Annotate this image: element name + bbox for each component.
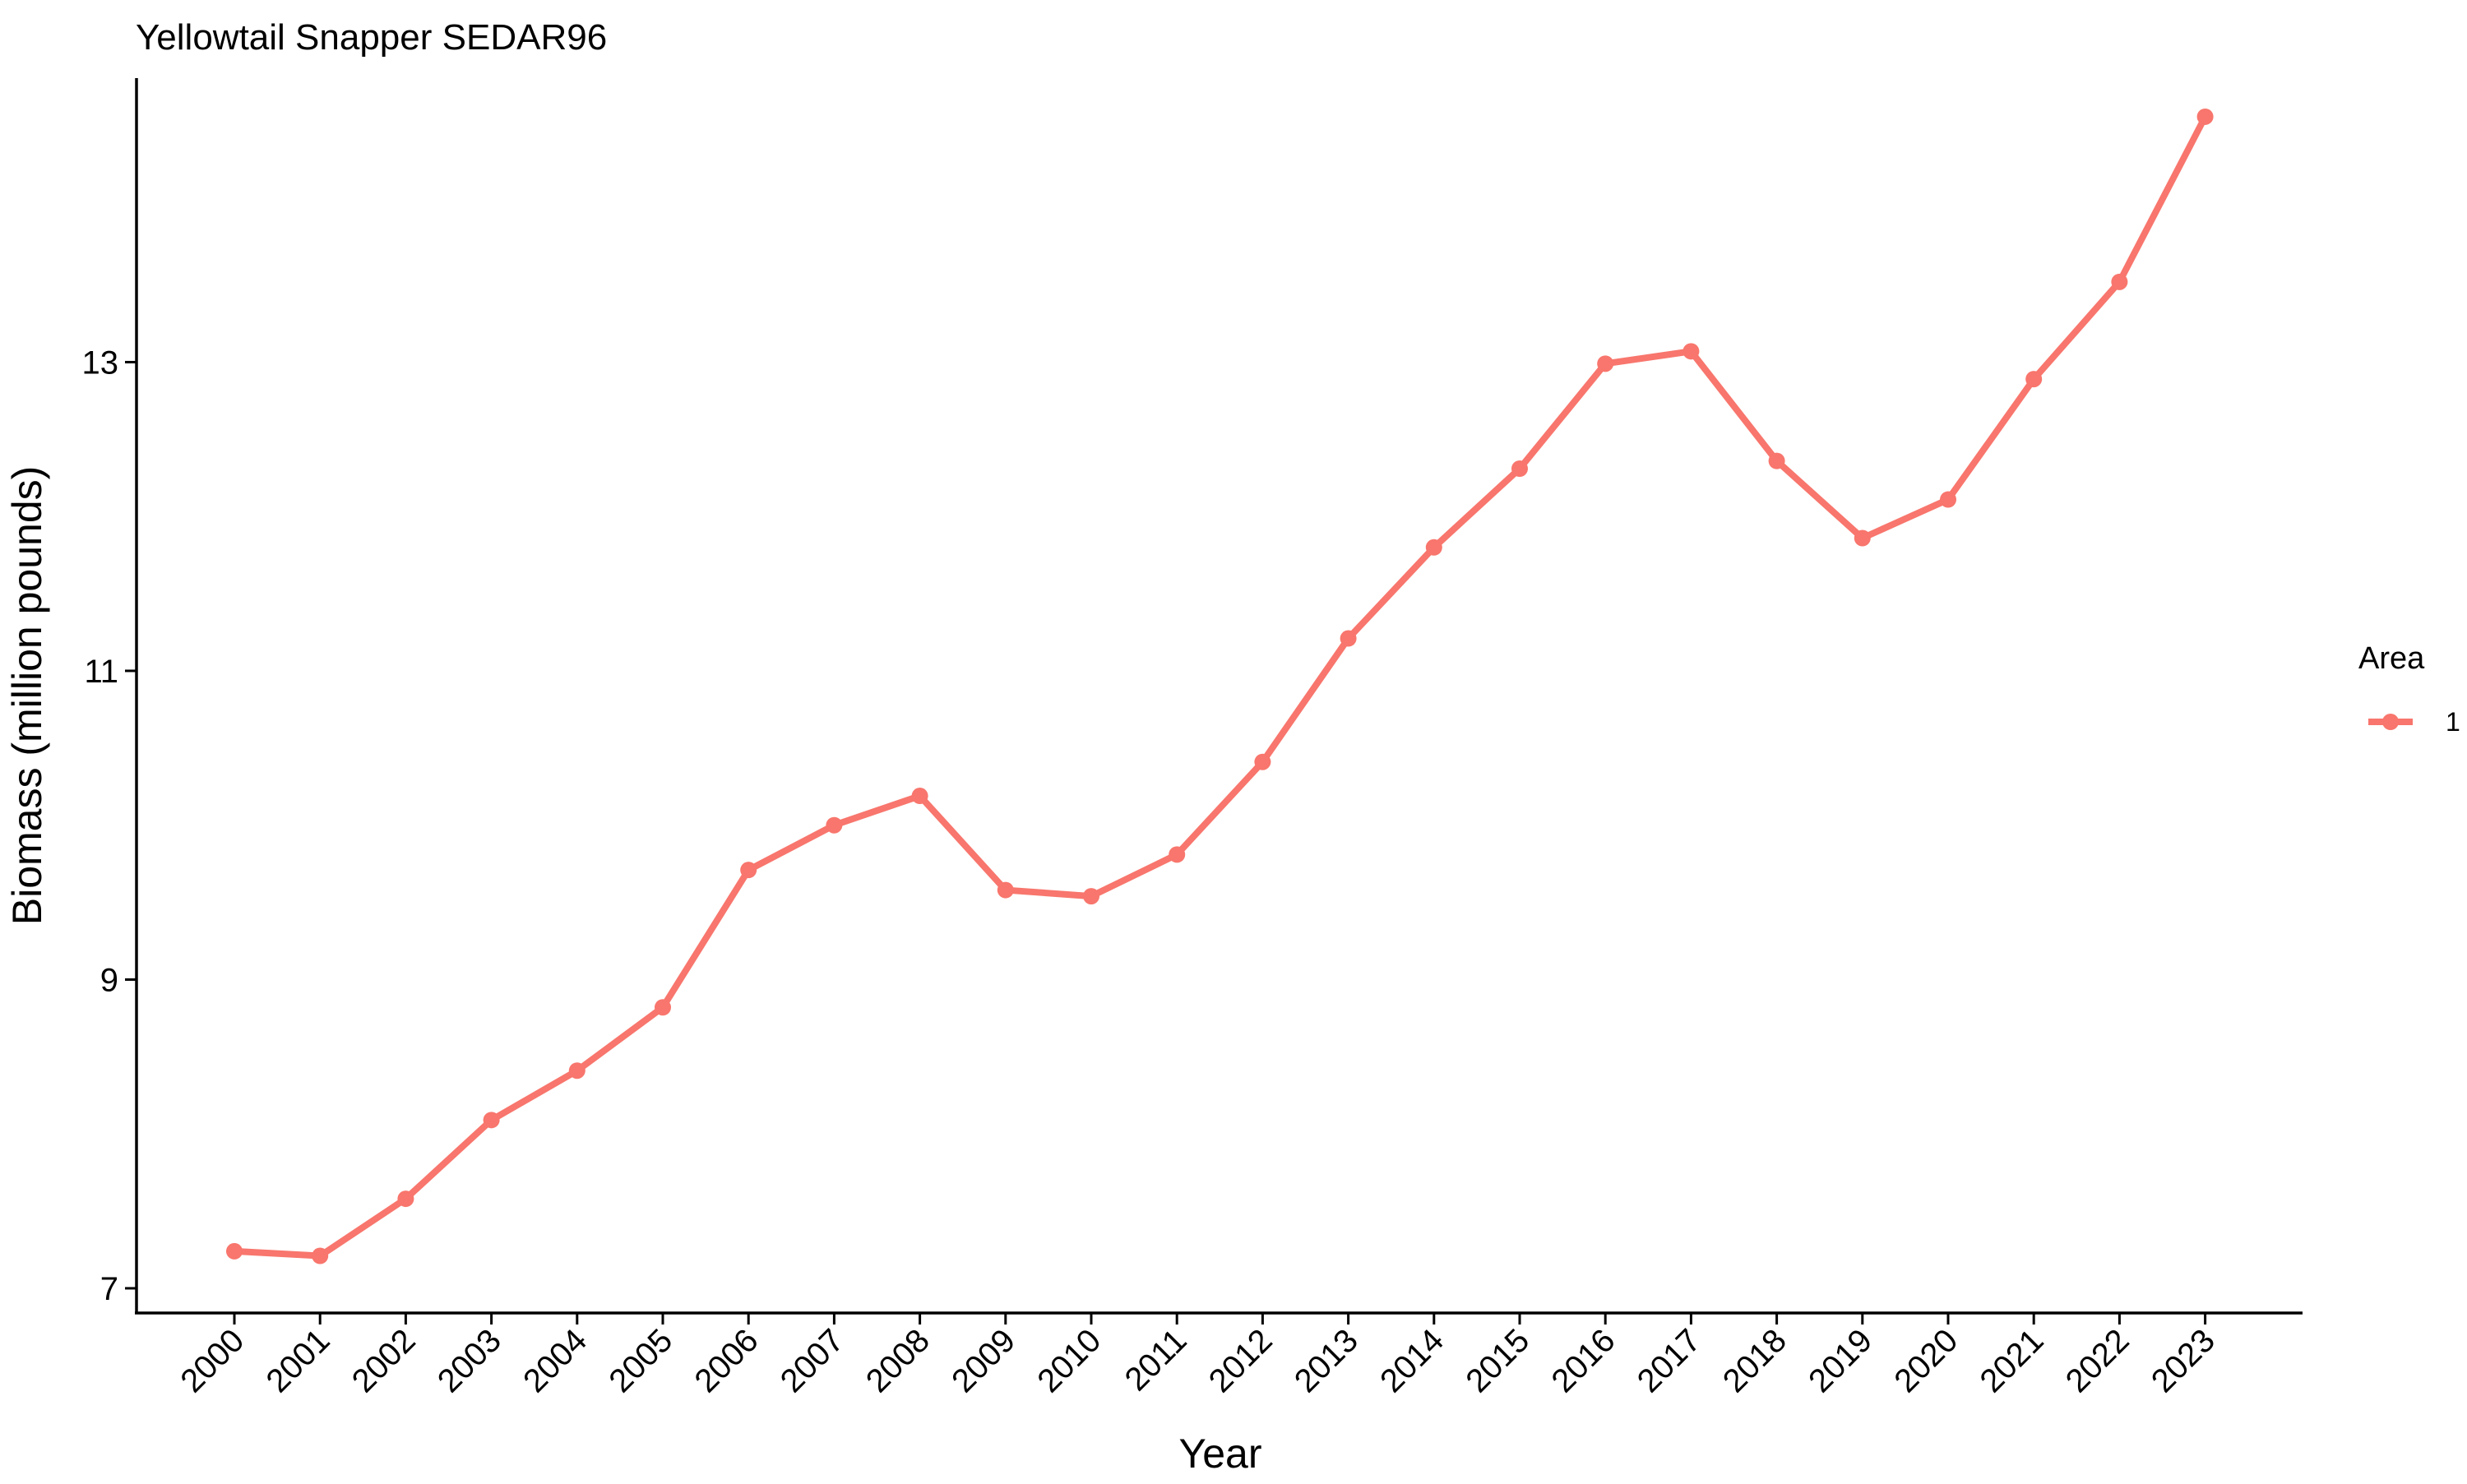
data-point — [740, 862, 757, 879]
series-line — [231, 113, 2209, 1260]
x-tick-label: 2011 — [1118, 1322, 1194, 1398]
data-point — [826, 816, 843, 834]
x-tick-label: 2004 — [516, 1322, 594, 1399]
series-layer — [226, 108, 2214, 1264]
data-point — [1340, 630, 1357, 647]
data-point — [655, 999, 671, 1016]
x-tick-label: 2017 — [1631, 1322, 1708, 1399]
x-tick-label: 2014 — [1373, 1322, 1451, 1399]
data-point — [911, 788, 928, 805]
x-tick-label: 2003 — [431, 1322, 508, 1399]
x-tick-label: 2019 — [1802, 1322, 1879, 1399]
legend-label: 1 — [2446, 707, 2460, 737]
legend-title: Area — [2358, 641, 2425, 676]
data-point — [1511, 460, 1528, 478]
x-tick-label: 2021 — [1974, 1322, 2051, 1399]
x-tick-label: 2000 — [174, 1322, 251, 1399]
legend-key-point — [2382, 714, 2399, 730]
x-tick-label: 2020 — [1887, 1322, 1965, 1399]
x-tick-label: 2022 — [2059, 1322, 2136, 1399]
x-axis-ticks: 2000 2001 2002 2003 2004 2005 2006 2007 2008 2009… — [174, 1313, 2222, 1399]
x-tick-label: 2012 — [1202, 1322, 1280, 1399]
x-tick-label: 2002 — [345, 1322, 423, 1399]
data-point — [1854, 529, 1871, 547]
data-point — [997, 881, 1014, 899]
y-tick-label: 13 — [82, 344, 119, 381]
legend-items: 1 — [2368, 707, 2460, 737]
x-tick-label: 2010 — [1030, 1322, 1108, 1399]
y-axis-ticks: 7 9 11 13 — [82, 344, 137, 1307]
x-tick-label: 2015 — [1459, 1322, 1536, 1399]
data-point — [1682, 343, 1700, 360]
data-point — [1083, 888, 1099, 905]
data-point — [226, 1242, 243, 1260]
x-tick-label: 2006 — [688, 1322, 766, 1399]
data-point — [312, 1247, 329, 1264]
data-point — [1597, 355, 1614, 372]
chart-title: Yellowtail Snapper SEDAR96 — [136, 17, 607, 58]
x-tick-label: 2016 — [1545, 1322, 1622, 1399]
data-point — [2196, 108, 2214, 125]
x-tick-label: 2013 — [1288, 1322, 1365, 1399]
y-tick-label: 11 — [84, 654, 118, 690]
y-axis-title: Biomass (million pounds) — [4, 466, 50, 926]
data-point — [397, 1190, 414, 1208]
data-point — [1940, 491, 1956, 508]
x-tick-label: 2008 — [859, 1322, 937, 1399]
data-point — [1169, 846, 1186, 863]
y-tick-label: 7 — [100, 1271, 118, 1307]
data-point — [2025, 371, 2043, 388]
data-point — [1254, 753, 1271, 770]
x-tick-label: 2018 — [1716, 1322, 1794, 1399]
x-tick-label: 2023 — [2145, 1322, 2222, 1399]
data-point — [568, 1062, 586, 1079]
legend: Area 1 — [2358, 641, 2460, 737]
x-tick-label: 2007 — [774, 1322, 851, 1399]
x-tick-label: 2009 — [945, 1322, 1022, 1399]
data-point — [1768, 452, 1785, 469]
x-tick-label: 2001 — [260, 1322, 337, 1399]
data-point — [2111, 273, 2128, 290]
data-point — [483, 1112, 500, 1129]
data-point — [1425, 539, 1442, 556]
x-tick-label: 2005 — [602, 1322, 679, 1399]
y-tick-label: 9 — [100, 962, 118, 998]
x-axis-title: Year — [1178, 1431, 1261, 1477]
